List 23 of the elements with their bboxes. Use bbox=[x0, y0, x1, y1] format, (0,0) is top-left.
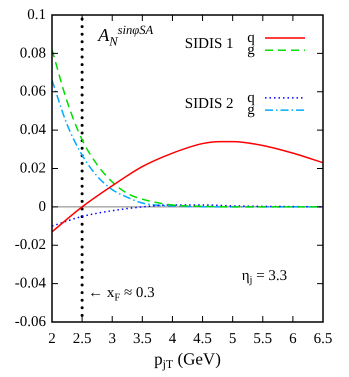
y-tick-label: 0.06 bbox=[20, 84, 46, 100]
y-tick-label: 0.08 bbox=[20, 45, 46, 62]
x-tick-label: 2 bbox=[48, 330, 56, 347]
x-tick-label: 3 bbox=[108, 330, 116, 347]
line-series bbox=[52, 140, 323, 233]
line-series bbox=[52, 204, 323, 227]
y-tick-label: 0.02 bbox=[20, 160, 46, 176]
y-tick-label: -0.06 bbox=[14, 314, 46, 330]
annotation: SIDIS 1 bbox=[184, 36, 234, 52]
y-tick-label: -0.04 bbox=[14, 276, 46, 292]
x-tick-label: 5 bbox=[228, 330, 236, 347]
x-tick-label: 2.5 bbox=[72, 330, 92, 347]
x-tick-label: 5.5 bbox=[253, 330, 272, 347]
y-tick-label: -0.02 bbox=[14, 237, 46, 254]
x-tick-label: 3.5 bbox=[132, 330, 152, 347]
x-tick-label: 6 bbox=[289, 330, 298, 347]
x-tick-label: 6.5 bbox=[314, 330, 332, 347]
annotation: SIDIS 2 bbox=[184, 96, 234, 112]
y-tick-label: 0.1 bbox=[27, 6, 46, 23]
y-tick-label: 0 bbox=[38, 198, 46, 215]
y-tick-label: 0.04 bbox=[20, 122, 46, 138]
x-tick-label: 4 bbox=[168, 330, 177, 347]
x-tick-label: 4.5 bbox=[193, 330, 212, 347]
